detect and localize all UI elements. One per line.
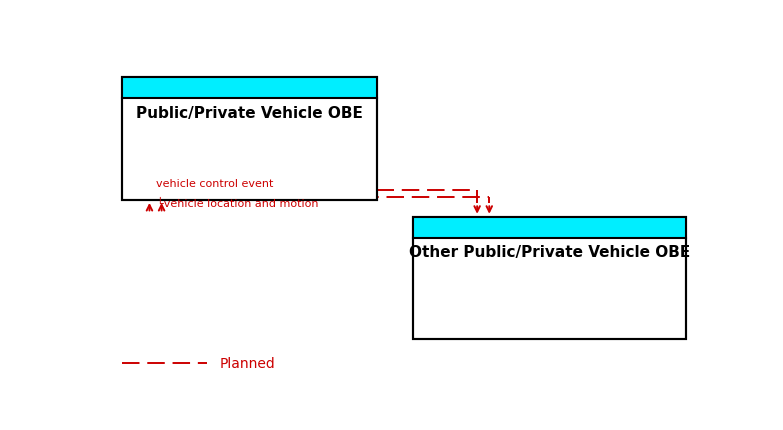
Text: └vehicle location and motion: └vehicle location and motion xyxy=(157,199,318,209)
Text: Public/Private Vehicle OBE: Public/Private Vehicle OBE xyxy=(136,105,363,120)
Text: Planned: Planned xyxy=(219,356,275,370)
Bar xyxy=(413,217,687,238)
Text: vehicle control event: vehicle control event xyxy=(156,179,273,189)
Bar xyxy=(122,78,377,200)
Bar xyxy=(122,78,377,200)
Bar xyxy=(413,217,687,340)
Bar xyxy=(122,78,377,99)
Bar xyxy=(413,217,687,340)
Text: Other Public/Private Vehicle OBE: Other Public/Private Vehicle OBE xyxy=(410,245,691,260)
